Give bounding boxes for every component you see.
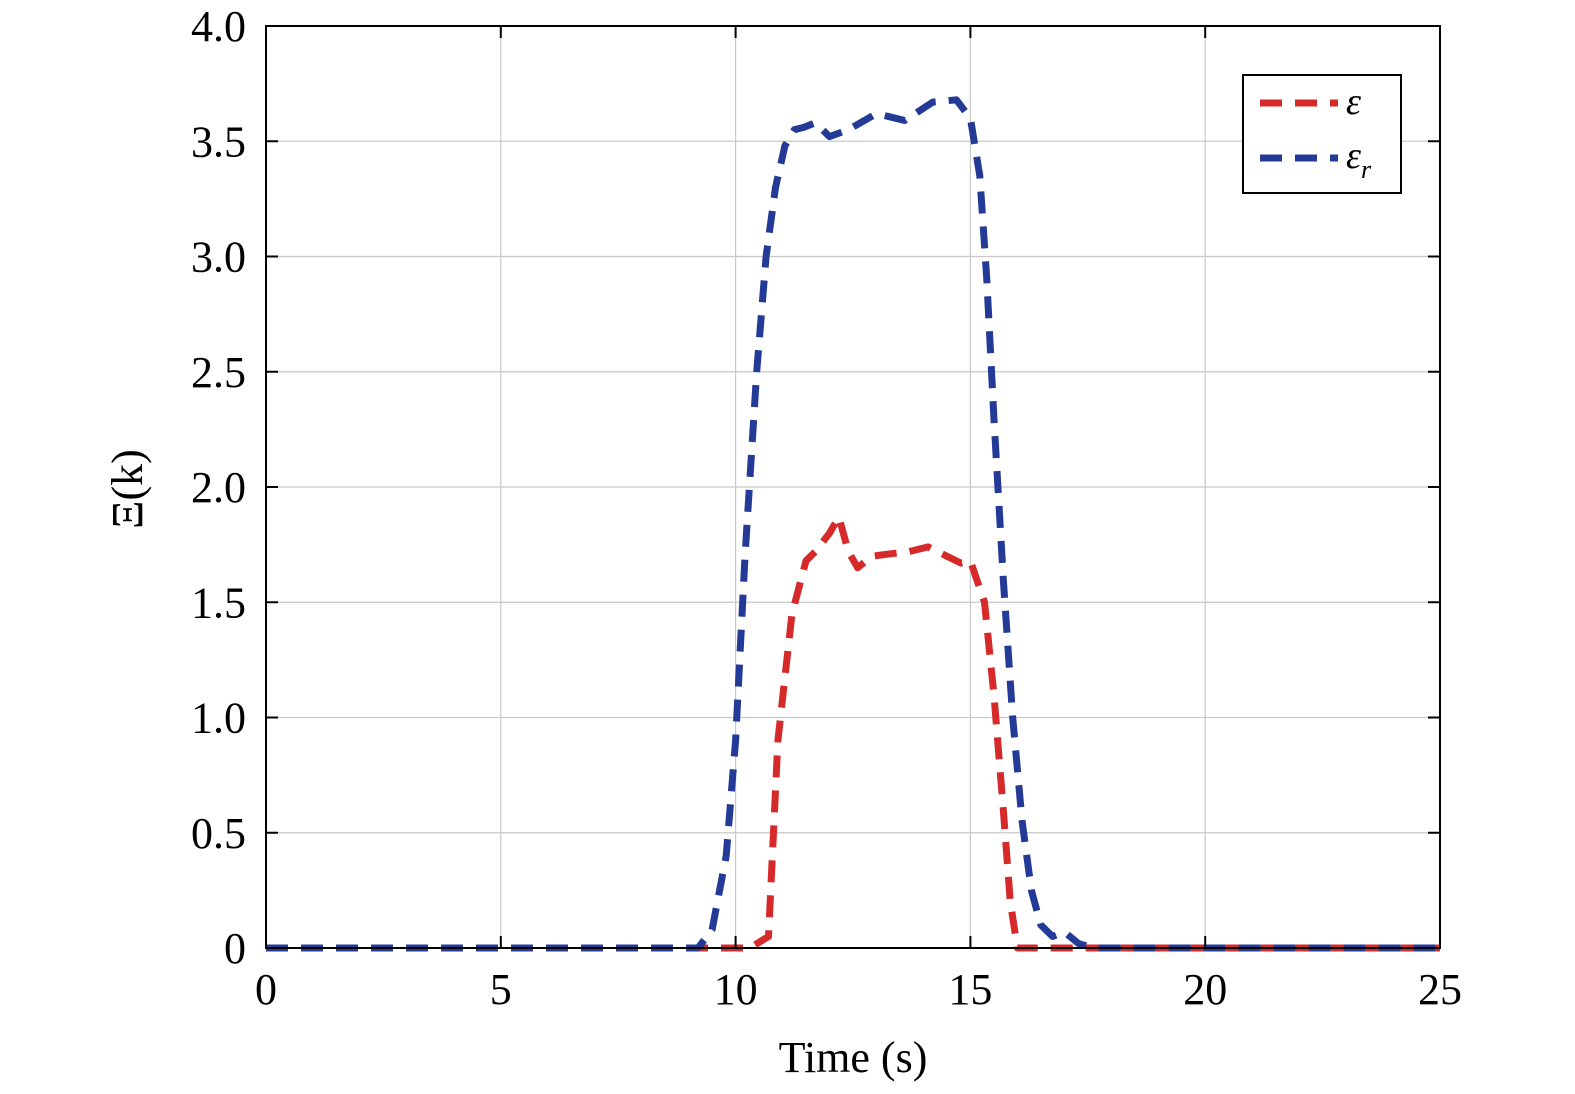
legend: ε εr: [1242, 74, 1402, 194]
y-tick-label: 0.5: [191, 809, 246, 858]
y-tick-label: 1.0: [191, 694, 246, 743]
legend-box: [1242, 74, 1402, 194]
y-tick-label: 1.5: [191, 578, 246, 627]
series-line-epsilon: [266, 513, 1440, 952]
series-line-epsilon-r: [266, 96, 1440, 952]
y-tick-label: 2.5: [191, 348, 246, 397]
y-axis-title: Ξ(k): [103, 449, 152, 529]
y-tick-label: 2.0: [191, 463, 246, 512]
y-tick-label: 3.5: [191, 117, 246, 166]
x-tick-label: 25: [1418, 965, 1462, 1014]
x-tick-label: 15: [948, 965, 992, 1014]
tick-marks: [265, 25, 1441, 949]
x-tick-label: 0: [255, 965, 277, 1014]
x-tick-labels: 0 5 10 15 20 25: [255, 965, 1462, 1014]
series-layer: [266, 96, 1440, 952]
legend-label-epsilon-r: εr: [1346, 135, 1372, 184]
y-tick-label: 3.0: [191, 233, 246, 282]
y-tick-label: 0: [224, 924, 246, 973]
x-tick-label: 10: [714, 965, 758, 1014]
y-tick-label: 4.0: [191, 2, 246, 51]
x-tick-label: 5: [490, 965, 512, 1014]
y-tick-labels: 0 0.5 1.0 1.5 2.0 2.5 3.0 3.5 4.0: [191, 2, 246, 973]
x-axis-title: Time (s): [779, 1033, 928, 1082]
legend-label-epsilon: ε: [1346, 81, 1361, 123]
x-tick-label: 20: [1183, 965, 1227, 1014]
